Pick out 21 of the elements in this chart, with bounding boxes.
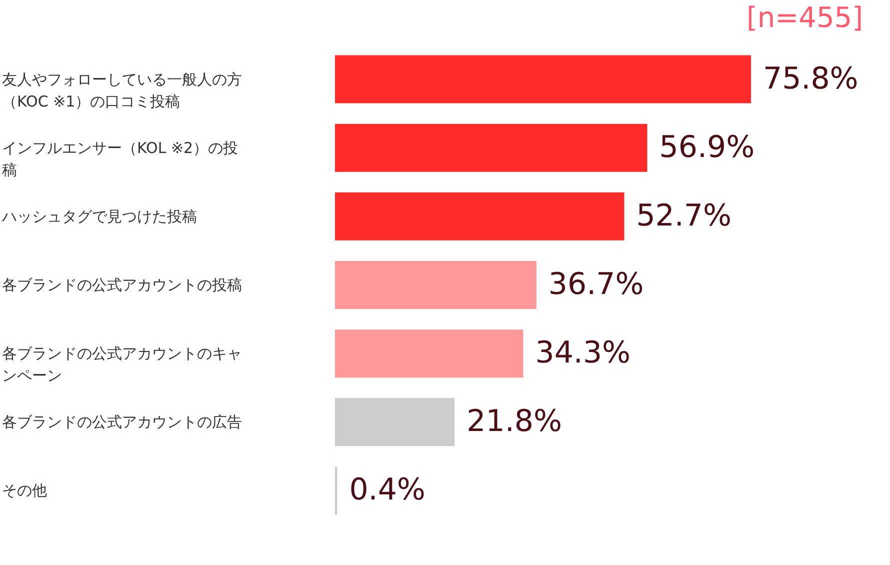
y-tick-label: その他 <box>2 482 47 500</box>
bar <box>335 192 624 240</box>
bar <box>335 398 455 446</box>
y-tick-label: 友人やフォローしている一般人の方（KOC ※1）の口コミ投稿 <box>2 70 242 110</box>
y-tick-label: 各ブランドの公式アカウントのキャンペーン <box>2 344 242 385</box>
y-tick-label: インフルエンサー（KOL ※2）の投稿 <box>2 138 238 179</box>
data-label: 21.8% <box>466 404 562 440</box>
text: [n=455] <box>746 1 863 34</box>
data-label: 34.3% <box>535 336 631 371</box>
data-label: 75.8% <box>763 61 858 96</box>
bar <box>335 124 648 172</box>
data-label: 36.7% <box>548 267 644 302</box>
data-label: 0.4% <box>349 472 426 508</box>
y-tick-label: ハッシュタグで見つけた投稿 <box>1 207 197 226</box>
y-tick-label: 各ブランドの公式アカウントの広告 <box>2 413 242 432</box>
data-label: 52.7% <box>636 198 732 234</box>
bar <box>335 330 524 378</box>
y-tick-label: 各ブランドの公式アカウントの投稿 <box>2 276 242 294</box>
data-label: 56.9% <box>659 130 755 165</box>
bar <box>335 55 751 104</box>
bar <box>335 261 536 309</box>
